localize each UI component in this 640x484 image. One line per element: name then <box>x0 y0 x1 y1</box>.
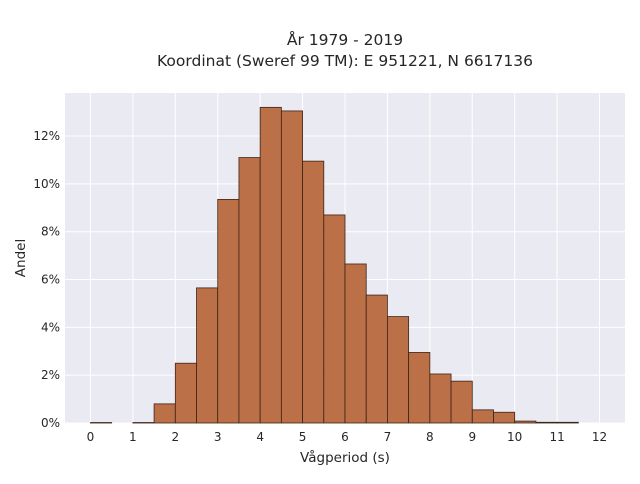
histogram-bar <box>238 157 261 424</box>
y-tick-label: 0% <box>41 416 60 430</box>
histogram-bar <box>259 106 282 424</box>
histogram-bar <box>429 373 452 424</box>
histogram-bar <box>217 199 240 424</box>
histogram-bar <box>153 403 176 424</box>
y-axis-label: Andel <box>13 239 29 277</box>
histogram-bar <box>174 362 197 424</box>
histogram-bar <box>365 294 388 424</box>
histogram-bar <box>302 160 325 424</box>
histogram-bar <box>344 263 367 424</box>
histogram-bar <box>323 214 346 424</box>
chart-subtitle: Koordinat (Sweref 99 TM): E 951221, N 66… <box>157 52 533 70</box>
y-tick-label: 12% <box>33 129 60 143</box>
x-tick-label: 10 <box>507 430 522 444</box>
y-tick-label: 6% <box>41 273 60 287</box>
bars <box>90 106 579 424</box>
x-tick-label: 4 <box>256 430 264 444</box>
histogram-bar <box>514 420 537 424</box>
x-tick-label: 9 <box>468 430 476 444</box>
y-tick-labels: 0% 2% 4% 6% 8% 10% 12% <box>33 129 60 430</box>
y-tick-label: 4% <box>41 320 60 334</box>
x-tick-label: 6 <box>341 430 349 444</box>
x-axis-label: Vågperiod (s) <box>300 449 390 466</box>
x-tick-label: 3 <box>214 430 222 444</box>
histogram-bar <box>196 287 219 424</box>
y-tick-label: 10% <box>33 177 60 191</box>
histogram-bar <box>535 421 558 424</box>
x-tick-label: 7 <box>384 430 392 444</box>
histogram-bar <box>408 352 431 424</box>
x-tick-label: 2 <box>171 430 179 444</box>
histogram-bar <box>387 316 410 424</box>
histogram-bar <box>450 380 473 424</box>
histogram-bar <box>493 411 516 424</box>
histogram-bar <box>471 409 494 424</box>
chart-title: År 1979 - 2019 <box>287 30 403 49</box>
histogram-bar <box>132 422 155 424</box>
y-tick-label: 2% <box>41 368 60 382</box>
x-tick-label: 12 <box>592 430 607 444</box>
x-tick-label: 1 <box>129 430 137 444</box>
x-tick-labels: 0 1 2 3 4 5 6 7 8 9 10 11 12 <box>87 430 608 444</box>
x-tick-label: 5 <box>299 430 307 444</box>
y-tick-label: 8% <box>41 225 60 239</box>
histogram-bar <box>556 421 579 424</box>
histogram-bar <box>90 422 113 424</box>
histogram-bar <box>280 110 303 424</box>
x-tick-label: 8 <box>426 430 434 444</box>
x-tick-label: 11 <box>549 430 564 444</box>
x-tick-label: 0 <box>87 430 95 444</box>
